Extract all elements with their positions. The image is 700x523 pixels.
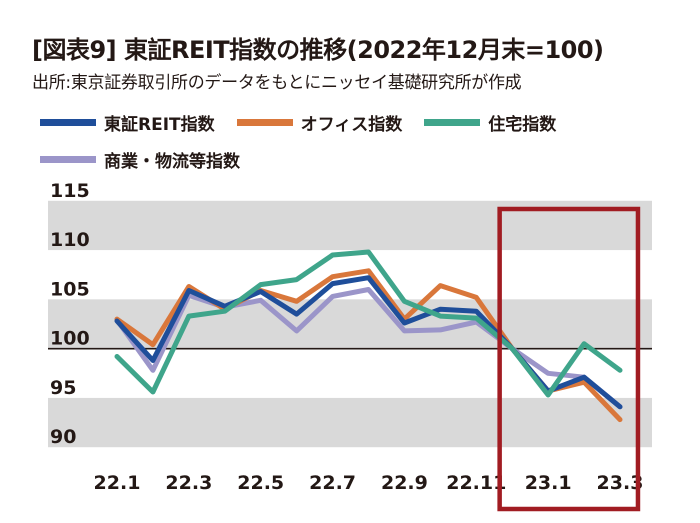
y-tick-label: 115	[50, 180, 90, 202]
legend-swatch	[236, 119, 293, 126]
grid-band	[48, 397, 652, 448]
legend-item: オフィス指数	[236, 110, 403, 135]
legend-label: 住宅指数	[488, 115, 557, 135]
legend-swatch	[40, 156, 96, 163]
series-line	[114, 249, 623, 398]
highlight-box	[497, 206, 641, 512]
x-tick-label: 22.9	[381, 472, 428, 494]
legend: 東証REIT指数 オフィス指数 住宅指数商業・物流等指数	[40, 110, 680, 172]
x-tick-label: 22.11	[446, 472, 506, 494]
legend-item: 住宅指数	[424, 110, 556, 135]
legend-swatch	[40, 119, 96, 126]
legend-item: 東証REIT指数	[40, 110, 215, 135]
legend-item: 商業・物流等指数	[40, 147, 240, 172]
legend-swatch	[424, 119, 481, 126]
x-tick-label: 23.1	[525, 472, 572, 494]
x-tick-label: 23.3	[597, 472, 644, 494]
y-tick-label: 90	[50, 426, 76, 448]
y-tick-label: 110	[50, 229, 90, 251]
y-tick-label: 105	[50, 278, 90, 300]
x-tick-label: 22.5	[237, 472, 284, 494]
chart-title: [図表9] 東証REIT指数の推移(2022年12月末=100)	[32, 36, 604, 64]
y-tick-label: 100	[50, 328, 90, 350]
legend-label: 東証REIT指数	[104, 115, 215, 135]
series-line	[114, 287, 623, 410]
x-tick-label: 22.1	[94, 472, 141, 494]
legend-label: オフィス指数	[300, 115, 403, 135]
x-tick-label: 22.7	[309, 472, 356, 494]
x-tick-label: 22.3	[165, 472, 212, 494]
source-note: 出所:東京証券取引所のデータをもとにニッセイ基礎研究所が作成	[32, 73, 522, 93]
y-tick-label: 95	[50, 377, 76, 399]
legend-label: 商業・物流等指数	[104, 152, 240, 172]
